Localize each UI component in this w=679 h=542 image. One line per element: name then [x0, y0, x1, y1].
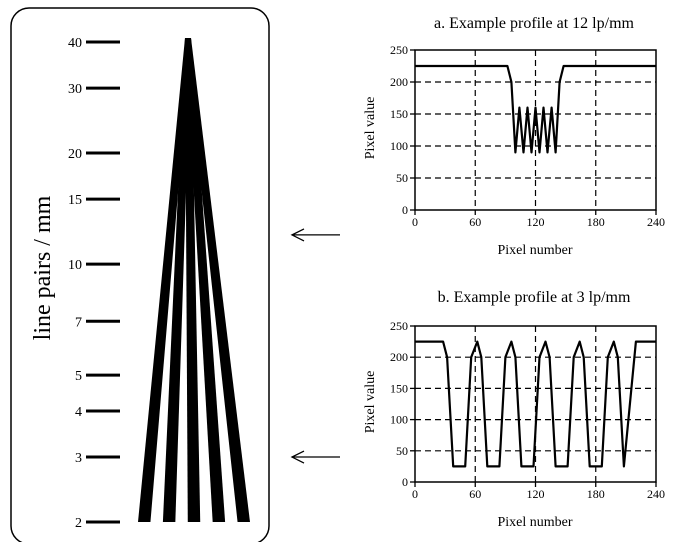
chart-a-title: a. Example profile at 12 lp/mm	[434, 15, 635, 32]
lp-scale-label: 4	[75, 405, 82, 420]
x-tick-label: 240	[647, 215, 665, 229]
y-tick-label: 250	[390, 43, 408, 57]
y-tick-label: 50	[396, 444, 408, 458]
x-tick-label: 120	[527, 215, 545, 229]
chart-a-xlabel: Pixel number	[497, 243, 572, 258]
chart-a: a. Example profile at 12 lp/mm 0 60 120 180…	[363, 15, 665, 258]
y-tick-label: 50	[396, 171, 408, 185]
y-tick-label: 100	[390, 139, 408, 153]
resolution-test-pattern: line pairs / mm 40 30 20 15 10 7 5 4 3 2	[10, 7, 270, 542]
chart-b: b. Example profile at 3 lp/mm 0 60 120 180 2…	[363, 289, 665, 530]
converging-bars	[138, 38, 250, 522]
chart-a-profile-line	[415, 64, 656, 154]
pattern-bar	[162, 38, 191, 522]
lp-scale-label: 3	[75, 451, 82, 466]
pointer-arrows	[290, 228, 340, 464]
chart-a-ylabel: Pixel value	[363, 97, 378, 160]
left-arrow-icon	[290, 228, 340, 242]
lp-scale-label: 7	[75, 315, 82, 330]
y-tick-label: 250	[390, 319, 408, 333]
x-tick-label: 60	[469, 487, 481, 501]
lp-scale-label: 10	[68, 258, 82, 273]
y-tick-label: 0	[402, 475, 408, 489]
lp-scale: 40 30 20 15 10 7 5 4 3 2	[68, 36, 120, 531]
lp-scale-label: 30	[68, 82, 82, 97]
y-tick-label: 0	[402, 203, 408, 217]
x-tick-label: 120	[527, 487, 545, 501]
y-tick-label: 150	[390, 381, 408, 395]
pattern-bar	[185, 38, 250, 522]
chart-a-grid	[415, 50, 656, 210]
y-tick-label: 150	[390, 107, 408, 121]
lp-scale-label: 2	[75, 516, 82, 531]
left-arrow-icon	[290, 450, 340, 464]
x-tick-label: 240	[647, 487, 665, 501]
y-tick-label: 200	[390, 75, 408, 89]
lp-scale-label: 5	[75, 369, 82, 384]
y-tick-label: 200	[390, 350, 408, 364]
test-pattern-frame	[10, 7, 270, 542]
x-tick-label: 180	[587, 215, 605, 229]
chart-b-ticks: 0 60 120 180 240 0 50 100 150 200 250	[390, 319, 665, 501]
y-tick-label: 100	[390, 413, 408, 427]
x-tick-label: 0	[412, 487, 418, 501]
chart-b-title: b. Example profile at 3 lp/mm	[438, 289, 631, 306]
pattern-bar	[138, 38, 191, 522]
chart-b-profile-line	[415, 340, 656, 468]
pattern-bar	[185, 38, 201, 522]
chart-b-xlabel: Pixel number	[497, 515, 572, 530]
chart-b-ylabel: Pixel value	[363, 371, 378, 434]
x-tick-label: 180	[587, 487, 605, 501]
lp-scale-label: 20	[68, 147, 82, 162]
chart-a-ticks: 0 60 120 180 240 0 50 100 150 200 250	[390, 43, 665, 229]
lp-scale-label: 40	[68, 36, 82, 51]
pattern-bar	[185, 38, 226, 522]
test-pattern-ylabel: line pairs / mm	[30, 195, 56, 340]
x-tick-label: 60	[469, 215, 481, 229]
x-tick-label: 0	[412, 215, 418, 229]
lp-scale-label: 15	[68, 193, 82, 208]
